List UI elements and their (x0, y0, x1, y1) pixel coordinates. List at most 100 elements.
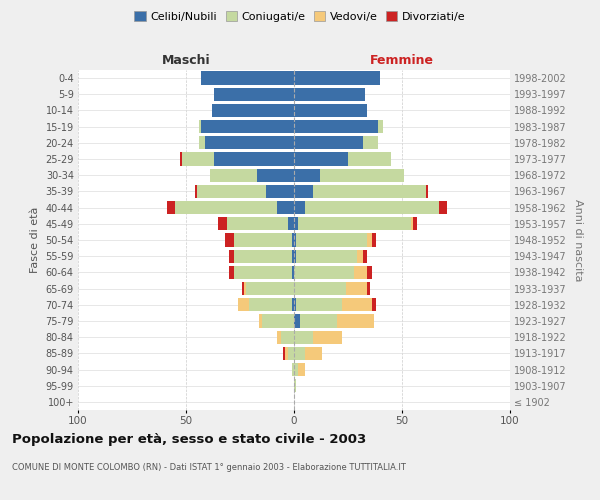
Bar (410, 217, 413, 230)
Bar (248, 298, 292, 312)
Bar (348, 152, 391, 166)
Bar (298, 217, 410, 230)
Bar (233, 234, 292, 246)
Bar (305, 201, 439, 214)
Text: COMUNE DI MONTE COLOMBO (RN) - Dati ISTAT 1° gennaio 2003 - Elaborazione TUTTITA: COMUNE DI MONTE COLOMBO (RN) - Dati ISTA… (12, 462, 406, 471)
Bar (244, 282, 247, 295)
Bar (294, 104, 367, 117)
Bar (296, 234, 367, 246)
Bar (294, 217, 298, 230)
Bar (227, 217, 287, 230)
Bar (287, 217, 294, 230)
Bar (294, 346, 305, 360)
Bar (294, 168, 320, 182)
Bar (341, 298, 372, 312)
Bar (262, 314, 294, 328)
Bar (205, 136, 294, 149)
Bar (229, 250, 233, 263)
Bar (294, 201, 305, 214)
Bar (257, 168, 294, 182)
Bar (277, 201, 294, 214)
Legend: Celibi/Nubili, Coniugati/e, Vedovi/e, Divorziati/e: Celibi/Nubili, Coniugati/e, Vedovi/e, Di… (131, 8, 469, 25)
Bar (355, 266, 367, 279)
Bar (182, 152, 214, 166)
Bar (294, 379, 296, 392)
Bar (294, 136, 363, 149)
Bar (201, 120, 294, 134)
Bar (356, 250, 363, 263)
Bar (247, 282, 294, 295)
Bar (301, 314, 337, 328)
Bar (294, 152, 348, 166)
Bar (292, 363, 294, 376)
Bar (266, 185, 294, 198)
Bar (426, 185, 428, 198)
Bar (281, 330, 294, 344)
Bar (238, 298, 248, 312)
Bar (175, 201, 277, 214)
Bar (313, 330, 341, 344)
Bar (294, 185, 313, 198)
Bar (294, 363, 298, 376)
Y-axis label: Fasce di età: Fasce di età (30, 207, 40, 273)
Bar (292, 234, 294, 246)
Bar (167, 201, 175, 214)
Bar (367, 266, 372, 279)
Bar (294, 72, 380, 85)
Bar (305, 346, 322, 360)
Bar (242, 282, 244, 295)
Bar (296, 298, 341, 312)
Bar (320, 168, 404, 182)
Bar (346, 282, 367, 295)
Bar (210, 168, 257, 182)
Bar (378, 120, 383, 134)
Bar (294, 234, 296, 246)
Bar (286, 346, 287, 360)
Bar (367, 234, 372, 246)
Bar (212, 104, 294, 117)
Bar (287, 346, 294, 360)
Bar (313, 185, 426, 198)
Bar (197, 185, 266, 198)
Bar (294, 330, 313, 344)
Bar (292, 298, 294, 312)
Bar (233, 250, 292, 263)
Y-axis label: Anni di nascita: Anni di nascita (572, 198, 583, 281)
Bar (225, 234, 233, 246)
Bar (294, 250, 296, 263)
Bar (194, 185, 197, 198)
Bar (294, 282, 346, 295)
Bar (372, 234, 376, 246)
Bar (294, 314, 301, 328)
Text: Popolazione per età, sesso e stato civile - 2003: Popolazione per età, sesso e stato civil… (12, 432, 366, 446)
Bar (179, 152, 182, 166)
Bar (294, 266, 355, 279)
Bar (294, 88, 365, 101)
Bar (298, 363, 305, 376)
Bar (294, 298, 296, 312)
Text: Maschi: Maschi (161, 54, 211, 66)
Bar (363, 136, 378, 149)
Bar (229, 266, 233, 279)
Bar (337, 314, 374, 328)
Bar (233, 266, 292, 279)
Bar (292, 250, 294, 263)
Bar (214, 88, 294, 101)
Bar (363, 250, 367, 263)
Bar (292, 266, 294, 279)
Bar (259, 314, 262, 328)
Bar (367, 282, 370, 295)
Bar (214, 152, 294, 166)
Bar (439, 201, 448, 214)
Bar (294, 120, 378, 134)
Bar (296, 250, 356, 263)
Bar (199, 120, 201, 134)
Text: Femmine: Femmine (370, 54, 434, 66)
Bar (372, 298, 376, 312)
Bar (283, 346, 286, 360)
Bar (413, 217, 417, 230)
Bar (199, 136, 205, 149)
Bar (201, 72, 294, 85)
Bar (277, 330, 281, 344)
Bar (218, 217, 227, 230)
